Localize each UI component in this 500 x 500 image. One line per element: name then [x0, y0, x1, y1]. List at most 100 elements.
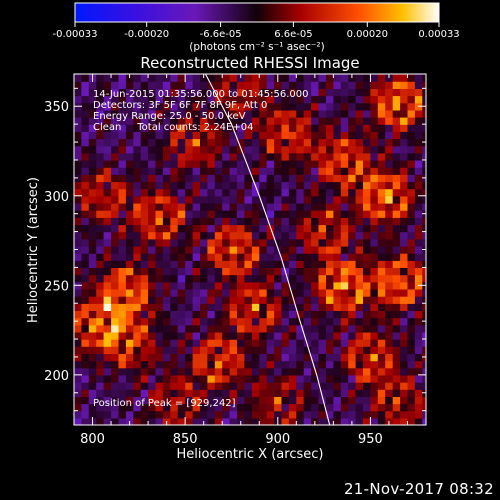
heatmap-pixel [88, 231, 97, 240]
heatmap-pixel [266, 74, 275, 82]
heatmap-pixel [133, 253, 142, 261]
heatmap-pixel [155, 88, 164, 97]
heatmap-pixel [118, 367, 127, 376]
heatmap-pixel [214, 403, 223, 412]
heatmap-pixel [296, 281, 305, 290]
heatmap-pixel [288, 102, 297, 111]
heatmap-pixel [148, 339, 157, 347]
heatmap-pixel [274, 288, 283, 297]
heatmap-pixel [96, 231, 105, 240]
heatmap-pixel [177, 317, 186, 326]
heatmap-pixel [177, 195, 186, 204]
heatmap-pixel [318, 260, 327, 268]
heatmap-pixel [96, 339, 105, 347]
heatmap-pixel [192, 102, 201, 111]
heatmap-pixel [192, 238, 201, 247]
heatmap-pixel [422, 310, 426, 319]
heatmap-pixel [133, 117, 142, 125]
heatmap-pixel [311, 382, 320, 390]
heatmap-pixel [363, 324, 371, 333]
heatmap-pixel [288, 152, 297, 161]
heatmap-pixel [281, 117, 290, 125]
heatmap-pixel [155, 260, 164, 268]
heatmap-pixel [303, 202, 312, 211]
heatmap-pixel [207, 195, 216, 204]
heatmap-pixel [237, 310, 245, 319]
heatmap-pixel [74, 224, 82, 233]
heatmap-pixel [266, 331, 275, 340]
heatmap-pixel [96, 317, 105, 326]
heatmap-pixel [266, 374, 275, 383]
heatmap-pixel [74, 253, 82, 261]
heatmap-pixel [363, 102, 371, 111]
heatmap-pixel [363, 124, 371, 132]
heatmap-pixel [355, 310, 364, 319]
heatmap-pixel [103, 274, 112, 283]
heatmap-pixel [214, 217, 223, 226]
heatmap-pixel [318, 224, 327, 233]
heatmap-pixel [81, 195, 90, 204]
heatmap-pixel [222, 210, 231, 218]
heatmap-pixel [148, 95, 157, 104]
heatmap-pixel [259, 152, 268, 161]
heatmap-pixel [200, 174, 208, 183]
heatmap-pixel [177, 231, 186, 240]
heatmap-pixel [385, 353, 394, 362]
heatmap-pixel [333, 288, 342, 297]
heatmap-pixel [340, 188, 349, 197]
heatmap-pixel [348, 174, 357, 183]
heatmap-pixel [288, 360, 297, 369]
heatmap-pixel [251, 181, 260, 190]
heatmap-pixel [333, 124, 342, 132]
heatmap-pixel [274, 152, 283, 161]
heatmap-pixel [214, 310, 223, 319]
heatmap-pixel [414, 310, 423, 319]
heatmap-pixel [311, 281, 320, 290]
heatmap-pixel [407, 217, 416, 226]
heatmap-pixel [81, 346, 90, 354]
heatmap-pixel [281, 231, 290, 240]
heatmap-pixel [214, 374, 223, 383]
heatmap-pixel [118, 88, 127, 97]
heatmap-pixel [81, 374, 90, 383]
heatmap-pixel [318, 174, 327, 183]
heatmap-pixel [207, 417, 216, 425]
heatmap-pixel [318, 317, 327, 326]
heatmap-pixel [192, 160, 201, 168]
heatmap-pixel [259, 346, 268, 354]
heatmap-pixel [170, 95, 179, 104]
heatmap-pixel [103, 124, 112, 132]
heatmap-pixel [185, 346, 194, 354]
heatmap-pixel [214, 410, 223, 419]
heatmap-pixel [422, 331, 426, 340]
heatmap-pixel [340, 267, 349, 276]
heatmap-pixel [214, 167, 223, 175]
heatmap-pixel [303, 195, 312, 204]
heatmap-pixel [251, 339, 260, 347]
heatmap-pixel [88, 174, 97, 183]
heatmap-pixel [207, 339, 216, 347]
heatmap-pixel [385, 396, 394, 405]
heatmap-pixel [133, 131, 142, 140]
heatmap-pixel [422, 360, 426, 369]
heatmap-pixel [326, 152, 334, 161]
heatmap-pixel [162, 267, 171, 276]
heatmap-pixel [318, 274, 327, 283]
heatmap-pixel [162, 188, 171, 197]
heatmap-pixel [214, 281, 223, 290]
heatmap-pixel [185, 131, 194, 140]
heatmap-pixel [88, 95, 97, 104]
heatmap-pixel [207, 102, 216, 111]
heatmap-pixel [377, 317, 386, 326]
heatmap-pixel [177, 360, 186, 369]
heatmap-pixel [288, 188, 297, 197]
heatmap-pixel [259, 382, 268, 390]
heatmap-pixel [414, 174, 423, 183]
heatmap-pixel [266, 324, 275, 333]
colorbar-ticks [74, 22, 440, 27]
heatmap-pixel [400, 181, 409, 190]
heatmap-pixel [155, 181, 164, 190]
heatmap-pixel [88, 374, 97, 383]
heatmap-pixel [229, 95, 238, 104]
heatmap-pixel [200, 403, 208, 412]
